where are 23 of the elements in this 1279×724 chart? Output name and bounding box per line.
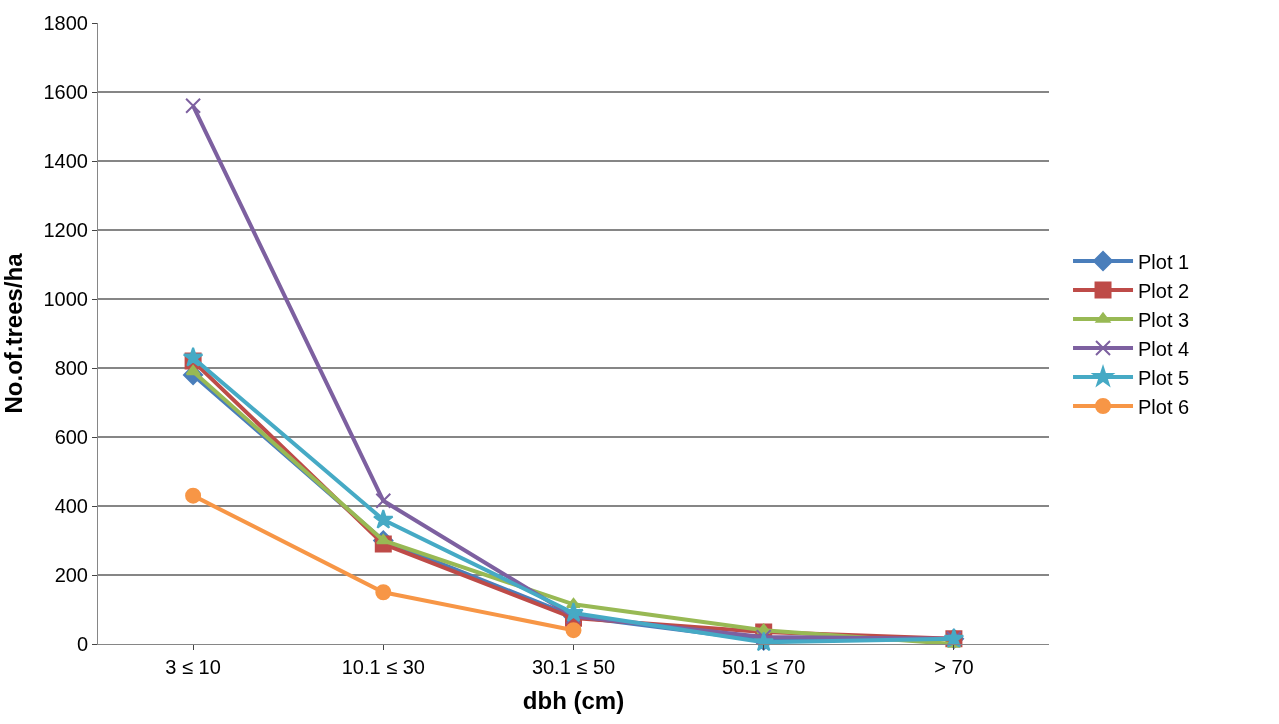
legend-label: Plot 1 [1138,250,1190,273]
x-axis-title: dbh (cm) [522,687,625,715]
y-tick-label: 400 [54,495,88,517]
y-tick-label: 800 [54,357,88,379]
legend-label: Plot 6 [1138,395,1190,418]
y-tick-label: 1200 [43,219,88,241]
y-tick-label: 1800 [43,12,88,34]
legend-label: Plot 2 [1138,279,1190,302]
y-tick-label: 0 [76,633,88,655]
legend-label: Plot 4 [1138,337,1190,360]
y-tick-label: 200 [54,564,88,586]
y-tick-label: 1000 [43,288,88,310]
legend-label: Plot 3 [1138,308,1190,331]
x-tick-label: 3 ≤ 10 [165,656,221,678]
y-tick-label: 1600 [43,81,88,103]
legend-label: Plot 5 [1138,366,1190,389]
x-tick-label: 50.1 ≤ 70 [722,656,806,678]
y-axis-title: No.of.trees/ha [0,252,27,414]
x-tick-label: 30.1 ≤ 50 [531,656,616,678]
x-tick-label: 10.1 ≤ 30 [341,656,425,678]
y-tick-label: 600 [54,426,88,448]
x-tick-label: > 70 [934,656,974,678]
y-tick-label: 1400 [43,150,88,172]
